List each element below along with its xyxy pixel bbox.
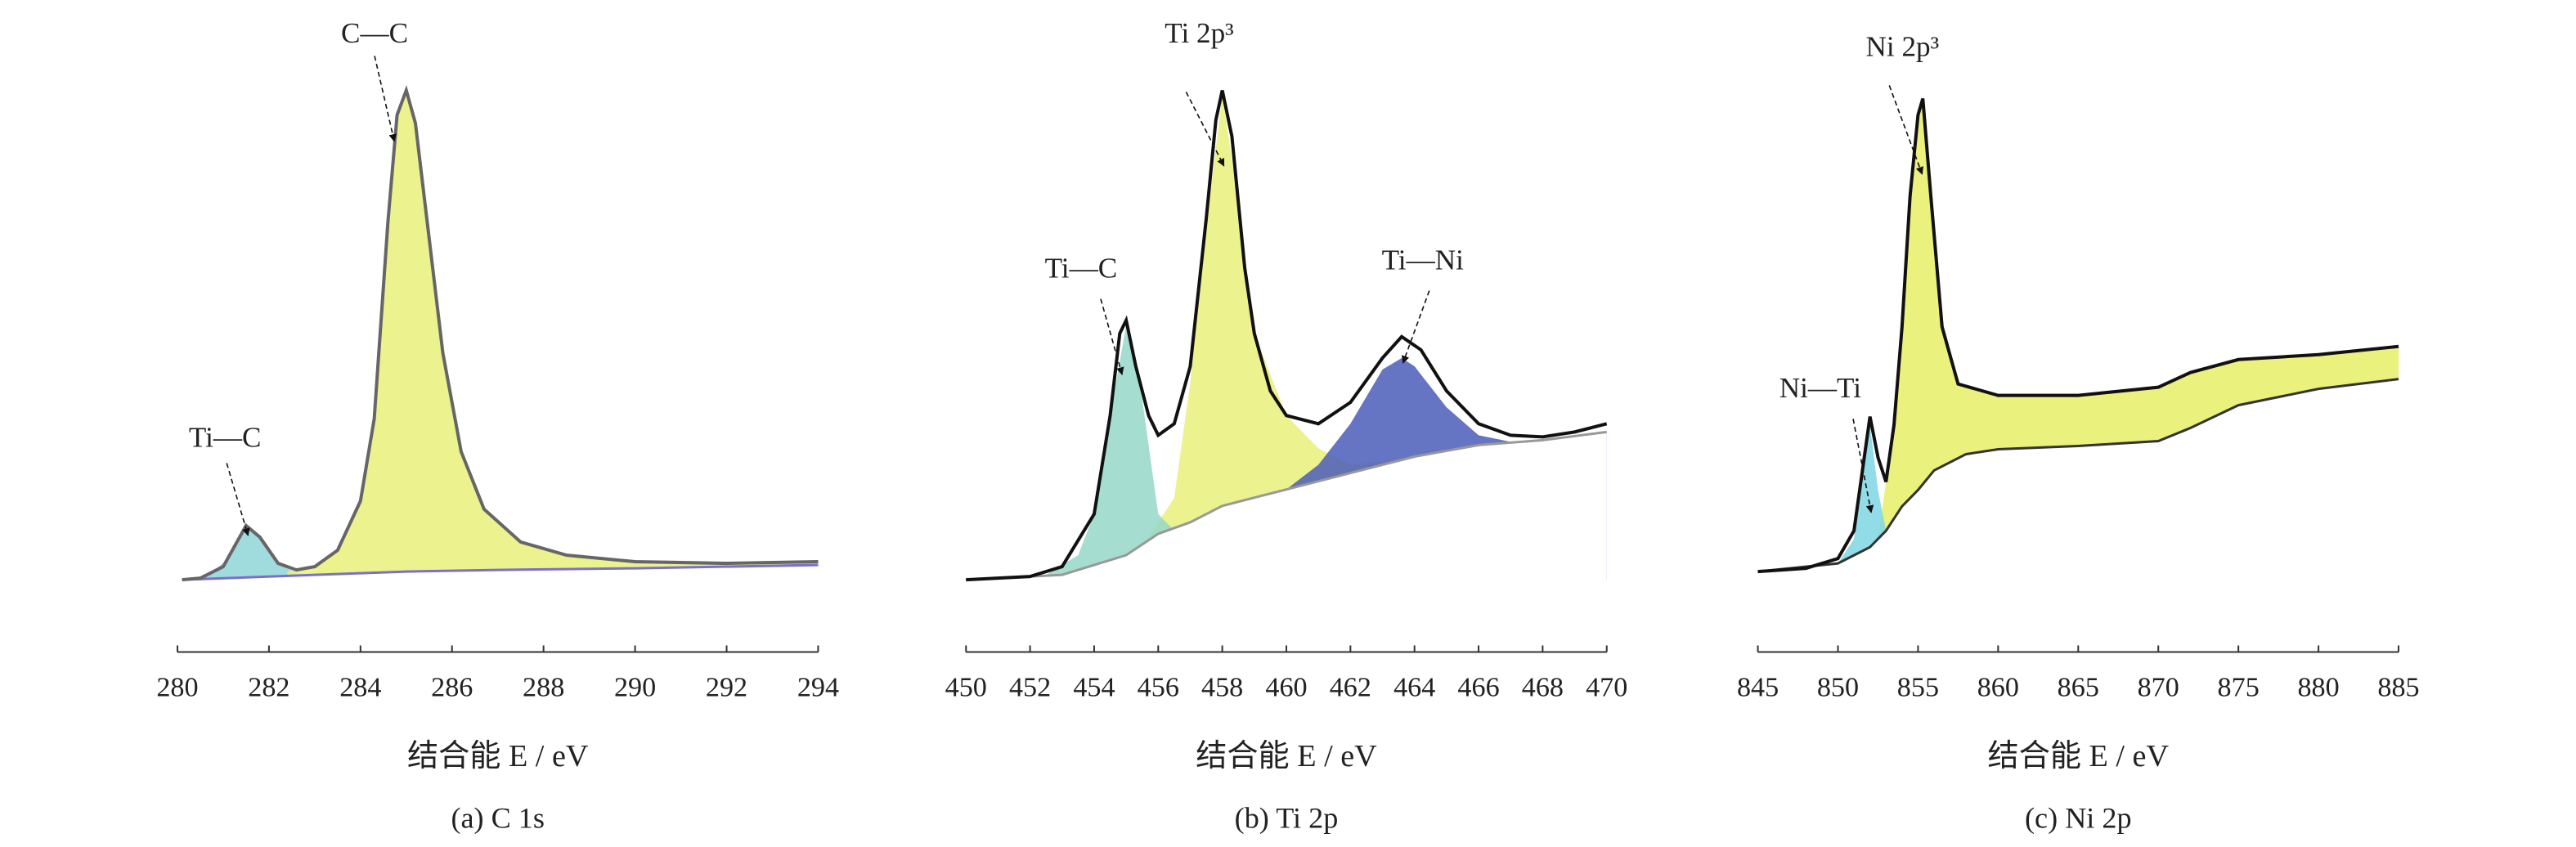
x-tick-label: 294: [797, 673, 839, 703]
peak-annotation: Ti—C: [189, 421, 262, 453]
annotation-arrow: [226, 463, 250, 536]
background-mask: [1757, 379, 2399, 576]
background-line: [966, 430, 1607, 581]
peak-area: [287, 90, 819, 584]
annotation-arrow: [1100, 298, 1124, 375]
annotation-arrow: [1888, 85, 1923, 175]
x-tick-label: 850: [1817, 673, 1859, 703]
annotation-arrow: [1402, 290, 1430, 364]
x-tick-label: 855: [1897, 673, 1939, 703]
peak-annotation: Ni 2p³: [1866, 30, 1940, 62]
x-tick-label: 462: [1330, 673, 1371, 703]
x-axis-label: 结合能 E / eV: [407, 739, 589, 773]
x-axis-label: 结合能 E / eV: [1988, 739, 2170, 773]
x-tick-label: 280: [156, 673, 198, 703]
peak-annotation: Ti 2p³: [1165, 17, 1233, 49]
background-mask: [182, 565, 819, 587]
x-tick-label: 292: [706, 673, 747, 703]
peak-annotation: Ni—Ti: [1779, 372, 1862, 404]
background-line: [1757, 378, 2399, 573]
peak-area: [182, 525, 315, 584]
peak-annotation: Ti—Ni: [1382, 244, 1465, 276]
background-mask: [966, 432, 1607, 584]
x-tick-label: 875: [2218, 673, 2260, 703]
envelope-line: [1757, 97, 2399, 574]
envelope-line: [966, 90, 1608, 582]
peak-annotation: Ti—C: [1045, 253, 1118, 285]
x-tick-label: 885: [2377, 673, 2419, 703]
x-tick-label: 466: [1457, 673, 1499, 703]
peak-area: [1142, 95, 1383, 580]
background-line: [182, 563, 819, 581]
x-tick-label: 845: [1737, 673, 1779, 703]
x-tick-label: 284: [339, 673, 381, 703]
x-tick-label: 865: [2058, 673, 2099, 703]
caption: (a) C 1s: [451, 802, 544, 835]
x-axis-label: 结合能 E / eV: [1196, 739, 1377, 773]
x-tick-label: 456: [1138, 673, 1179, 703]
x-tick-label: 454: [1073, 673, 1115, 703]
peak-area: [966, 325, 1191, 580]
x-tick-label: 470: [1586, 673, 1627, 703]
caption: (c) Ni 2p: [2025, 802, 2132, 835]
peak-annotation: C—C: [341, 17, 408, 49]
annotation-arrow: [374, 56, 397, 142]
x-tick-label: 458: [1201, 673, 1243, 703]
envelope-line: [182, 84, 819, 582]
x-tick-label: 286: [431, 673, 473, 703]
x-tick-label: 282: [248, 673, 289, 703]
x-tick-label: 464: [1393, 673, 1435, 703]
x-tick-label: 880: [2297, 673, 2339, 703]
x-tick-label: 460: [1265, 673, 1307, 703]
x-tick-label: 450: [945, 673, 987, 703]
annotation-arrow: [1185, 92, 1225, 167]
x-tick-label: 288: [523, 673, 564, 703]
x-tick-label: 860: [1977, 673, 2019, 703]
x-tick-label: 468: [1522, 673, 1564, 703]
x-tick-label: 452: [1009, 673, 1051, 703]
x-tick-label: 870: [2138, 673, 2179, 703]
peak-area: [1838, 424, 1887, 572]
caption: (b) Ti 2p: [1235, 802, 1339, 835]
x-tick-label: 290: [614, 673, 656, 703]
